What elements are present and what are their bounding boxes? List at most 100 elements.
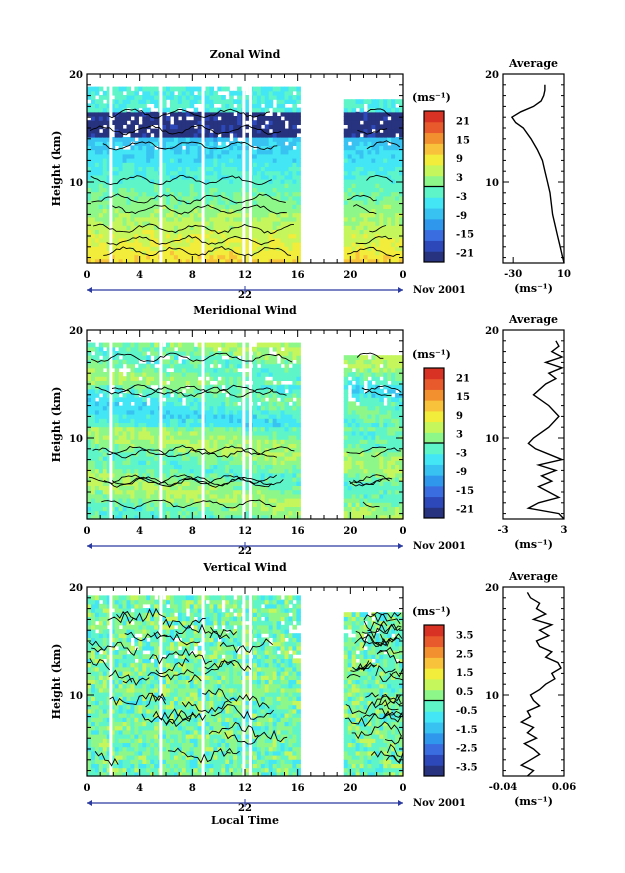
heatmap-cell <box>284 367 290 373</box>
heatmap-cell <box>205 128 211 134</box>
heatmap-cell <box>343 107 349 113</box>
heatmap-cell <box>181 191 187 197</box>
heatmap-cell <box>98 359 104 365</box>
heatmap-cell <box>280 409 286 415</box>
heatmap-cell <box>383 195 388 201</box>
heatmap-cell <box>134 153 139 159</box>
heatmap-cell <box>399 225 404 230</box>
heatmap-cell <box>106 388 112 394</box>
heatmap-cell <box>399 132 404 138</box>
heatmap-cell <box>154 422 159 428</box>
heatmap-cell <box>237 346 242 352</box>
heatmap-cell <box>154 514 159 520</box>
heatmap-cell <box>359 128 365 134</box>
heatmap-cell <box>138 443 143 449</box>
heatmap-cell <box>162 514 167 520</box>
heatmap-cell <box>173 464 179 470</box>
heatmap-cell <box>138 86 143 92</box>
heatmap-cell <box>395 221 400 226</box>
heatmap-cell <box>181 221 187 226</box>
heatmap-cell <box>98 246 104 251</box>
heatmap-cell <box>106 95 112 100</box>
heatmap-cell <box>288 246 293 251</box>
heatmap-cell <box>276 225 282 230</box>
heatmap-cell <box>185 158 191 163</box>
heatmap-cell <box>252 162 258 167</box>
heatmap-cell <box>90 393 96 398</box>
heatmap-cell <box>252 443 258 449</box>
heatmap-cell <box>118 149 124 155</box>
heatmap-cell <box>395 166 400 172</box>
heatmap-cell <box>150 246 155 251</box>
heatmap-cell <box>154 435 159 440</box>
heatmap-cell <box>264 443 270 449</box>
heatmap-cell <box>146 229 151 235</box>
heatmap-cell <box>237 498 242 503</box>
heatmap-cell <box>154 439 159 444</box>
heatmap-cell <box>87 372 92 377</box>
heatmap-cell <box>166 359 171 365</box>
heatmap-cell <box>197 498 203 503</box>
heatmap-cell <box>205 195 211 201</box>
heatmap-cell <box>233 472 238 478</box>
heatmap-cell <box>284 128 290 134</box>
heatmap-cell <box>252 187 258 193</box>
heatmap-cell <box>193 99 199 104</box>
heatmap-cell <box>268 384 274 390</box>
heatmap-cell <box>252 472 258 478</box>
heatmap-cell <box>173 485 179 491</box>
heatmap-cell <box>162 107 167 113</box>
heatmap-cell <box>268 99 274 104</box>
heatmap-cell <box>276 258 282 264</box>
heatmap-cell <box>395 120 400 125</box>
heatmap-cell <box>150 367 155 373</box>
heatmap-cell <box>288 174 293 180</box>
heatmap-cell <box>154 418 159 423</box>
heatmap-cell <box>189 153 195 159</box>
heatmap-cell <box>272 120 278 125</box>
heatmap-cell <box>387 250 392 256</box>
heatmap-cell <box>142 212 147 218</box>
heatmap-cell <box>134 170 139 176</box>
heatmap-cell <box>260 195 266 201</box>
heatmap-cell <box>296 179 301 184</box>
heatmap-cell <box>355 221 361 226</box>
heatmap-cell <box>284 254 290 260</box>
heatmap-cell <box>146 384 151 390</box>
heatmap-cell <box>205 103 211 109</box>
heatmap-cell <box>375 103 380 109</box>
heatmap-cell <box>162 372 167 377</box>
heatmap-cell <box>371 237 376 243</box>
heatmap-cell <box>87 498 92 503</box>
heatmap-cell <box>134 183 139 188</box>
heatmap-cell <box>288 472 293 478</box>
heatmap-cell <box>391 116 396 121</box>
heatmap-cell <box>185 208 191 214</box>
heatmap-cell <box>146 86 151 92</box>
heatmap-cell <box>154 460 159 465</box>
heatmap-cell <box>130 351 135 356</box>
heatmap-cell <box>122 355 128 360</box>
heatmap-cell <box>225 170 230 176</box>
heatmap-cell <box>288 208 293 214</box>
heatmap-cell <box>181 103 187 109</box>
heatmap-cell <box>217 191 222 197</box>
heatmap-cell <box>233 170 238 176</box>
heatmap-cell <box>162 179 167 184</box>
heatmap-cell <box>260 493 266 499</box>
heatmap-cell <box>296 116 301 121</box>
heatmap-cell <box>118 141 124 146</box>
heatmap-cell <box>205 456 211 461</box>
heatmap-cell <box>126 418 132 423</box>
heatmap-cell <box>252 426 258 432</box>
heatmap-cell <box>122 468 128 474</box>
heatmap-cell <box>343 191 349 197</box>
heatmap-cell <box>106 237 112 243</box>
heatmap-cell <box>284 174 290 180</box>
heatmap-cell <box>134 405 139 411</box>
heatmap-cell <box>383 99 388 104</box>
heatmap-cell <box>197 439 203 444</box>
heatmap-cell <box>146 346 151 352</box>
heatmap-cell <box>110 477 116 482</box>
heatmap-cell <box>276 99 282 104</box>
